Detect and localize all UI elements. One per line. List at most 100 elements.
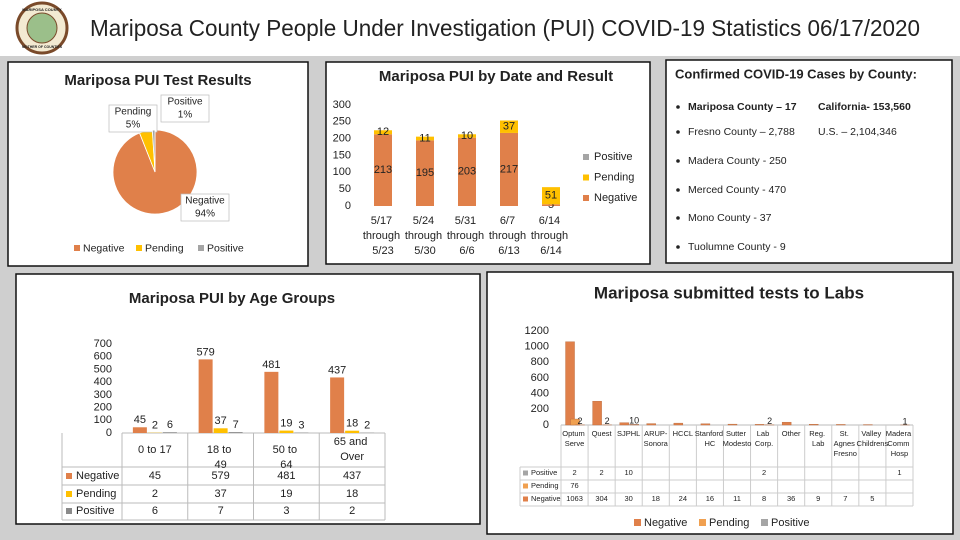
legend-swatch bbox=[583, 154, 589, 160]
data-label: 2 bbox=[152, 420, 158, 432]
table-cell: 10 bbox=[625, 468, 633, 477]
bar-segment bbox=[542, 204, 560, 206]
legend-label: Positive bbox=[594, 151, 633, 163]
table-cell: 18 bbox=[346, 488, 358, 500]
logo-text: MOTHER OF COUNTIES bbox=[22, 45, 63, 49]
table-cell: 2 bbox=[572, 468, 576, 477]
table-cell: 579 bbox=[211, 470, 229, 482]
data-label: 195 bbox=[416, 167, 434, 179]
legend-swatch bbox=[66, 491, 72, 497]
data-label: Negative bbox=[185, 196, 225, 207]
table-cell: 16 bbox=[706, 494, 714, 503]
case-count: U.S. – 2,104,346 bbox=[818, 126, 897, 138]
data-label: 7 bbox=[233, 419, 239, 431]
y-tick-label: 0 bbox=[345, 200, 351, 212]
table-cell: 7 bbox=[218, 505, 224, 517]
data-label: 2 bbox=[364, 420, 370, 432]
legend-label: Negative bbox=[644, 517, 687, 529]
table-cell: 37 bbox=[215, 488, 227, 500]
category-label: Quest bbox=[592, 429, 613, 438]
category-label: Stanford HC bbox=[695, 429, 725, 448]
data-label: 6 bbox=[167, 419, 173, 431]
bullet bbox=[676, 130, 680, 134]
legend-swatch bbox=[136, 245, 142, 251]
table-cell: 8 bbox=[762, 494, 766, 503]
logo-center bbox=[26, 12, 58, 44]
category-label: Reg. Lab bbox=[809, 429, 827, 448]
legend-label: Pending bbox=[594, 171, 634, 183]
legend-swatch bbox=[523, 483, 528, 489]
header-band bbox=[0, 0, 960, 56]
case-count: Fresno County – 2,788 bbox=[688, 126, 795, 138]
data-label: 2 bbox=[605, 416, 610, 426]
y-tick-label: 0 bbox=[106, 427, 112, 439]
data-label: 10 bbox=[629, 416, 639, 426]
category-label: Madera Comm Hosp bbox=[886, 429, 914, 458]
bar bbox=[570, 418, 580, 426]
category-label: HCCL bbox=[673, 429, 693, 438]
category-label: 6/7 through 6/13 bbox=[489, 215, 529, 257]
y-tick-label: 150 bbox=[333, 149, 351, 161]
bullet bbox=[676, 105, 680, 109]
legend-label: Pending bbox=[145, 242, 184, 254]
page-title: Mariposa County People Under Investigati… bbox=[90, 15, 920, 41]
y-tick-label: 200 bbox=[531, 403, 549, 415]
bar bbox=[727, 423, 738, 426]
data-label: 11 bbox=[419, 132, 430, 144]
bar bbox=[619, 422, 629, 426]
data-label: 5 bbox=[548, 199, 554, 211]
bar-segment bbox=[500, 120, 518, 133]
y-tick-label: 300 bbox=[94, 389, 112, 401]
y-tick-label: 0 bbox=[543, 419, 549, 431]
bullet bbox=[676, 188, 680, 192]
bar-segment bbox=[542, 187, 560, 205]
bar bbox=[646, 423, 656, 426]
bar bbox=[279, 430, 294, 433]
bar bbox=[162, 432, 177, 433]
category-label: Other bbox=[782, 429, 801, 438]
y-tick-label: 250 bbox=[333, 116, 351, 128]
chart-title: Mariposa PUI Test Results bbox=[64, 72, 251, 89]
data-label: Pending bbox=[115, 107, 152, 118]
table-cell: 19 bbox=[280, 488, 292, 500]
table-cell: 9 bbox=[816, 494, 820, 503]
legend-label: Pending bbox=[531, 481, 559, 490]
panel bbox=[15, 273, 481, 525]
category-label: 5/24 through 5/30 bbox=[405, 215, 445, 257]
bar bbox=[132, 427, 147, 433]
data-label: 5% bbox=[126, 120, 141, 131]
table-cell: 2 bbox=[152, 488, 158, 500]
data-label: 10 bbox=[461, 130, 473, 142]
y-tick-label: 100 bbox=[94, 414, 112, 426]
category-label: Lab Corp. bbox=[755, 429, 773, 448]
data-label: 2 bbox=[578, 416, 583, 426]
table-cell: 437 bbox=[343, 470, 361, 482]
data-label: 37 bbox=[503, 121, 515, 133]
legend-label: Pending bbox=[76, 488, 116, 500]
legend-label: Negative bbox=[76, 470, 119, 482]
bar bbox=[345, 430, 360, 433]
bar bbox=[836, 424, 846, 426]
panel bbox=[7, 61, 309, 267]
table-cell: 3 bbox=[283, 505, 289, 517]
table-cell: 2 bbox=[600, 468, 604, 477]
bar bbox=[330, 377, 345, 433]
bar bbox=[781, 421, 792, 426]
bar-segment bbox=[416, 140, 434, 206]
bar bbox=[673, 422, 684, 426]
category-label: 0 to 17 bbox=[138, 444, 172, 456]
legend-swatch bbox=[634, 519, 641, 526]
category-label: Sutter Modesto bbox=[723, 429, 752, 448]
panel bbox=[486, 271, 954, 535]
bullet bbox=[676, 159, 680, 163]
table-cell: 24 bbox=[679, 494, 687, 503]
case-count: Merced County - 470 bbox=[688, 184, 786, 196]
legend-swatch bbox=[761, 519, 768, 526]
bar bbox=[700, 423, 711, 426]
data-label: 19 bbox=[280, 417, 292, 429]
legend-swatch bbox=[583, 174, 589, 181]
bar bbox=[754, 424, 765, 426]
bar-segment bbox=[500, 132, 518, 206]
legend-swatch bbox=[699, 519, 706, 526]
pie-slice bbox=[151, 129, 156, 173]
